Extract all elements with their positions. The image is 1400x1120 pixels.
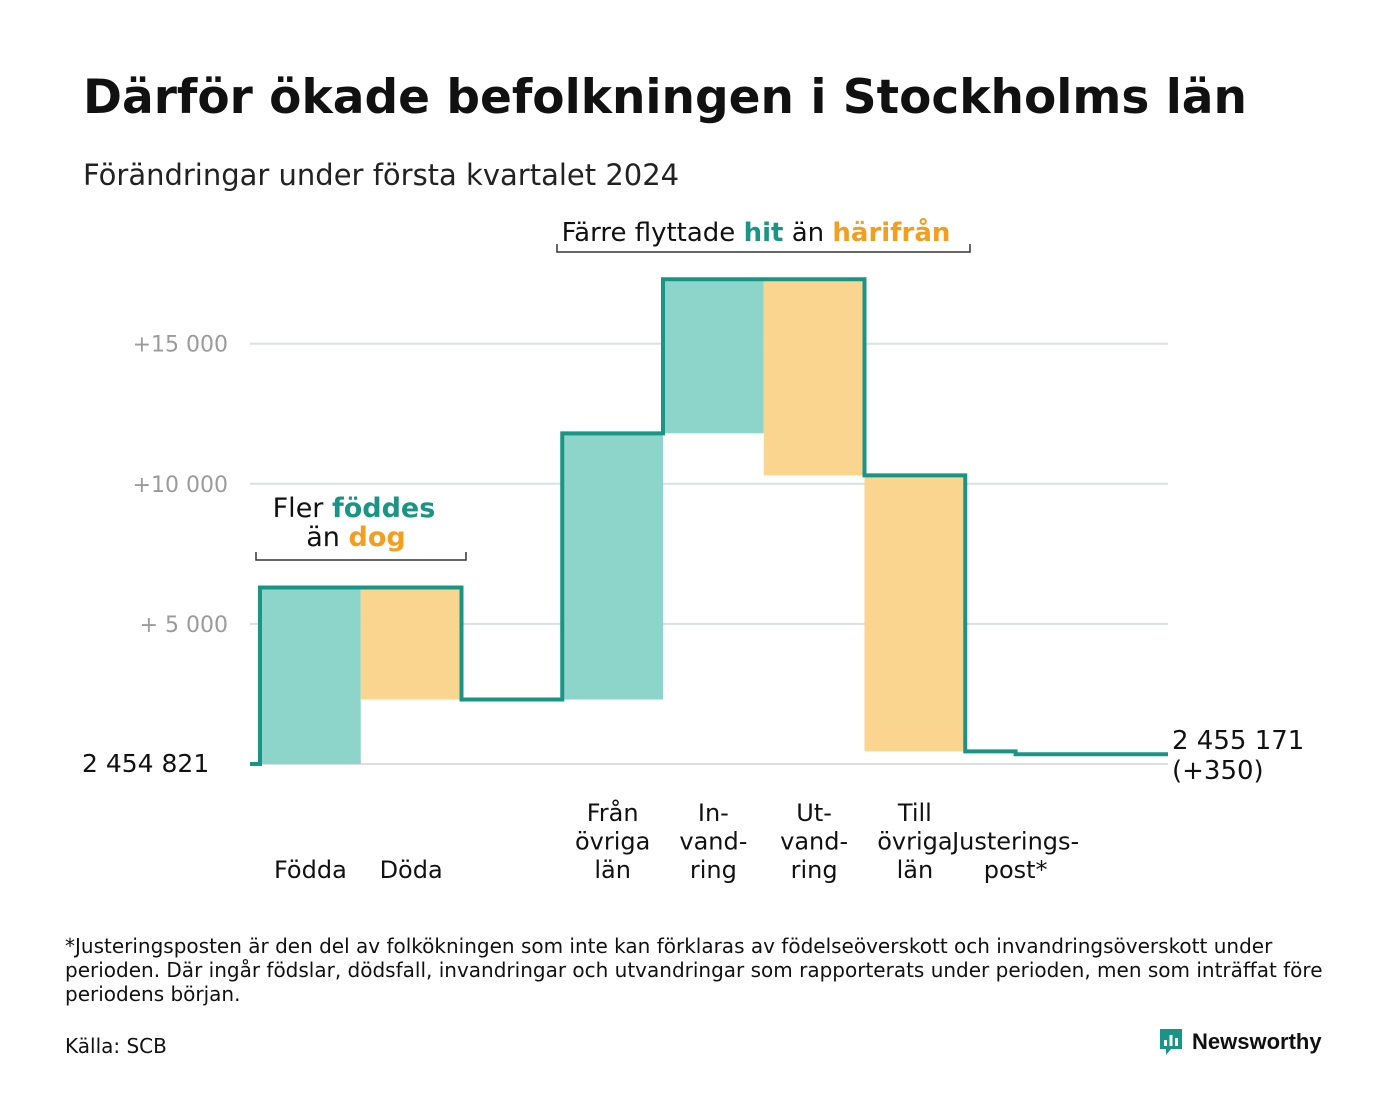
waterfall-bar	[260, 587, 361, 764]
annotation-highlight-teal: föddes	[332, 493, 435, 524]
waterfall-bar	[763, 279, 865, 476]
x-axis-label: Från	[587, 798, 639, 827]
x-axis-label: övriga	[877, 828, 952, 856]
footnote: *Justeringsposten är den del av folkökni…	[65, 934, 1323, 1006]
annotation-text: än	[783, 218, 832, 248]
end-value-label: 2 455 171	[1172, 726, 1304, 756]
end-change-label: (+350)	[1172, 756, 1264, 786]
y-tick-label: + 5 000	[140, 613, 228, 638]
births-annotation-line1: Fler föddes	[273, 493, 436, 524]
annotation-text: Fler	[273, 493, 332, 524]
waterfall-bar	[360, 587, 462, 700]
brand-name: Newsworthy	[1192, 1029, 1322, 1054]
x-axis-label: Födda	[274, 856, 347, 884]
source-note: Källa: SCB	[65, 1034, 167, 1058]
x-axis-label: In-	[698, 799, 729, 827]
waterfall-bar	[562, 433, 663, 700]
chart-subtitle: Förändringar under första kvartalet 2024	[83, 158, 680, 192]
x-axis-label: vand-	[780, 828, 848, 856]
baseline-value-label: 2 454 821	[82, 749, 209, 778]
running-total	[250, 277, 1168, 766]
annotation-text: Färre flyttade	[562, 218, 744, 248]
y-axis-ticks: + 5 000 +10 000 +15 000	[133, 333, 228, 638]
x-axis-label: Till	[897, 799, 932, 827]
annotation-highlight-teal: hit	[744, 218, 784, 248]
x-axis-label: ring	[791, 856, 838, 884]
y-tick-label: +15 000	[133, 333, 228, 358]
newsworthy-logo-icon	[1160, 1029, 1182, 1055]
x-axis-label: ring	[690, 856, 737, 884]
brand-logo: Newsworthy	[1158, 1027, 1322, 1057]
moves-bracket	[556, 244, 971, 253]
x-axis-label: post*	[984, 856, 1048, 884]
x-axis-labels: Födda DödaFrånövrigalänIn-vand-ringUt-van…	[274, 798, 1079, 884]
x-axis-label: Döda	[380, 856, 443, 884]
running-total-line	[250, 277, 1168, 766]
waterfall-chart: + 5 000+10 000+15 000 Födda DödaFrånövrig…	[82, 216, 1304, 884]
x-axis-label: län	[897, 856, 934, 884]
annotation-highlight-orange: dog	[349, 522, 406, 553]
x-axis-label: Justerings-	[950, 828, 1079, 856]
chart-title: Därför ökade befolkningen i Stockholms l…	[83, 70, 1247, 125]
x-axis-label: vand-	[679, 828, 747, 856]
annotation-text: än	[306, 522, 348, 553]
moves-annotation: Färre flyttade hit än härifrån	[562, 216, 951, 248]
x-axis-label: län	[594, 856, 631, 884]
y-tick-label: +10 000	[133, 473, 228, 498]
x-axis-label: Ut-	[796, 799, 832, 827]
waterfall-bar	[864, 475, 966, 752]
annotation-highlight-orange: härifrån	[832, 216, 950, 248]
births-annotation-line2: än dog	[306, 522, 405, 553]
x-axis-label: övriga	[575, 828, 650, 856]
bars	[260, 279, 966, 764]
waterfall-bar	[663, 279, 764, 434]
births-bracket	[255, 552, 467, 561]
